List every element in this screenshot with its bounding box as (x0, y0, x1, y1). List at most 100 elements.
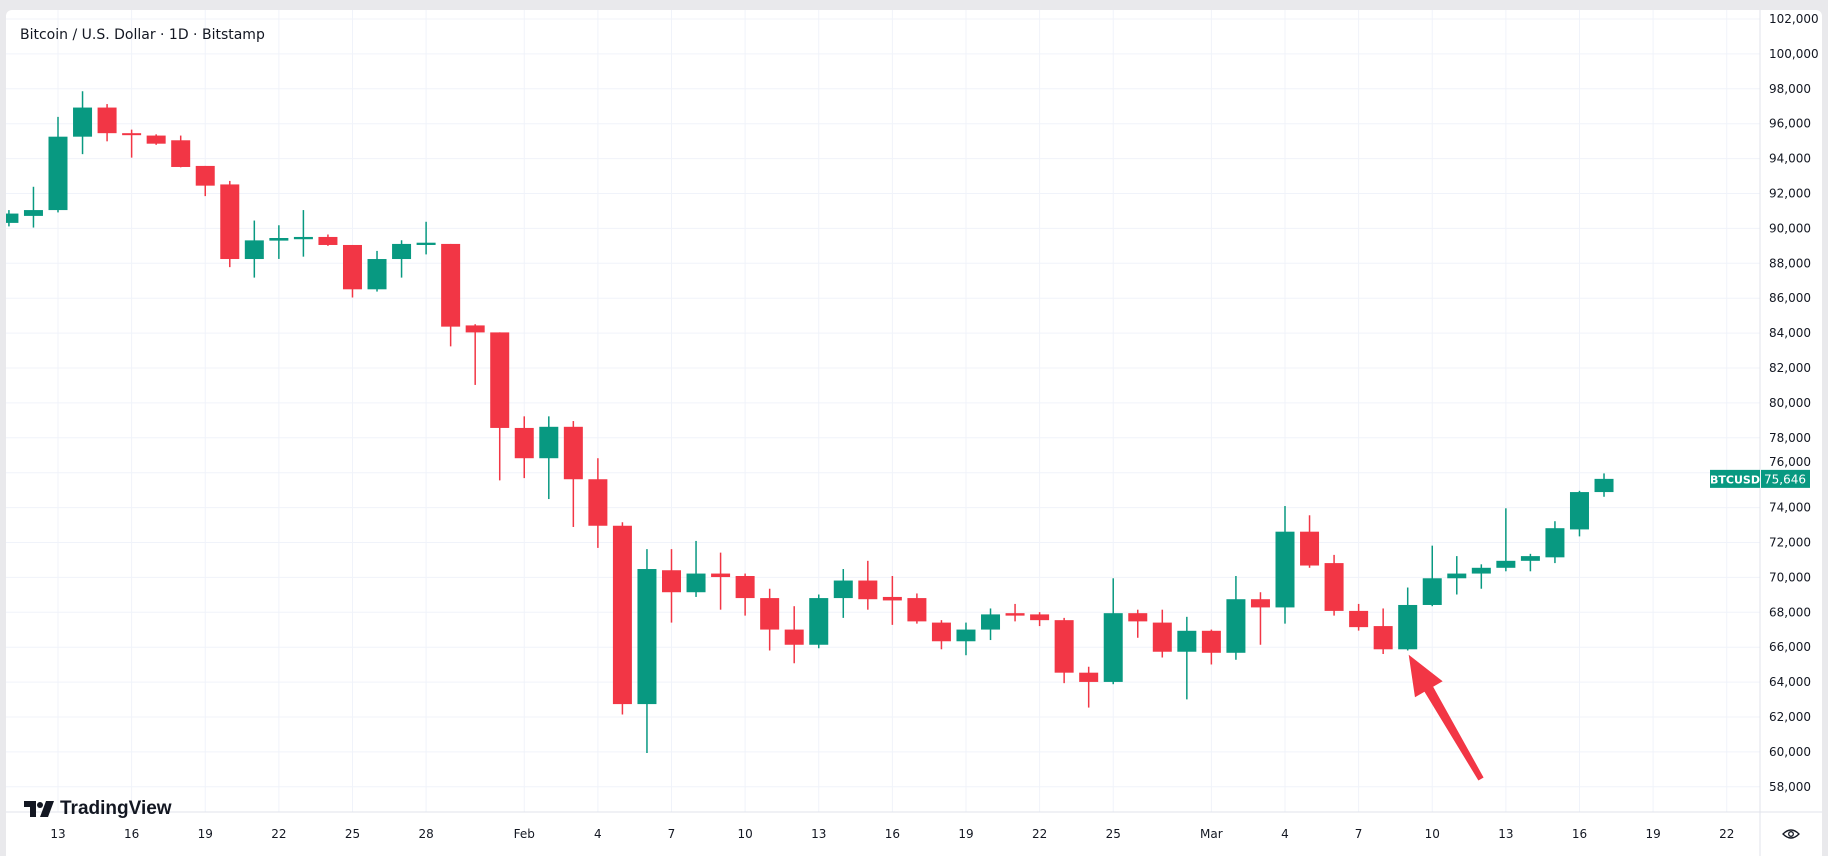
candle[interactable] (1128, 609, 1148, 638)
candle[interactable] (146, 134, 166, 145)
y-tick-label: 68,000 (1769, 605, 1811, 619)
candle[interactable] (1447, 556, 1467, 595)
candle[interactable] (882, 576, 902, 625)
candle[interactable] (1177, 616, 1197, 700)
x-tick-label: 7 (668, 827, 676, 841)
candle[interactable] (73, 91, 93, 155)
candle[interactable] (711, 552, 731, 610)
candle[interactable] (686, 540, 706, 597)
candle[interactable] (662, 549, 681, 623)
candle[interactable] (367, 250, 387, 292)
chart-title: Bitcoin / U.S. Dollar · 1D · Bitstamp (20, 27, 265, 43)
candle[interactable] (171, 135, 191, 168)
candle[interactable] (1030, 612, 1050, 627)
candle[interactable] (1545, 521, 1565, 564)
candle-body (318, 236, 338, 245)
y-tick-label: 62,000 (1769, 710, 1811, 724)
candle[interactable] (318, 234, 338, 246)
x-tick-label: 16 (124, 827, 139, 841)
chart-panel[interactable]: 102,000 100,000 98,000 96,000 94,000 92,000 90… (6, 10, 1822, 856)
candle[interactable] (784, 606, 804, 664)
x-tick-label: 19 (1645, 827, 1660, 841)
candle-body (1422, 578, 1442, 605)
candle-body (48, 136, 68, 211)
candle[interactable] (539, 416, 559, 500)
y-tick-label: 94,000 (1769, 152, 1811, 166)
candle[interactable] (760, 588, 780, 651)
x-tick-label: 19 (958, 827, 973, 841)
candle-body (539, 426, 559, 459)
x-tick-label: 13 (50, 827, 65, 841)
tradingview-logo[interactable]: TradingView (24, 798, 172, 820)
candle-body (1373, 626, 1393, 650)
candle[interactable] (1569, 490, 1589, 537)
candle[interactable] (1103, 578, 1123, 685)
candle[interactable] (1079, 666, 1099, 708)
candle-body (293, 236, 313, 240)
candle[interactable] (514, 416, 534, 479)
candle[interactable] (981, 608, 1001, 641)
candle-body (637, 569, 657, 705)
candle[interactable] (48, 116, 68, 213)
x-tick-label: 22 (1032, 827, 1047, 841)
candle[interactable] (244, 220, 264, 278)
candle-body (1079, 672, 1099, 682)
candle[interactable] (416, 221, 436, 255)
candle[interactable] (1594, 473, 1614, 497)
candle-body (612, 525, 632, 705)
candle[interactable] (490, 332, 510, 481)
candle[interactable] (342, 244, 362, 298)
candle[interactable] (809, 594, 829, 649)
arrow-annotation[interactable] (1408, 654, 1484, 781)
candle[interactable] (833, 569, 853, 618)
candle[interactable] (23, 186, 43, 228)
candle[interactable] (1471, 564, 1491, 589)
candle[interactable] (1054, 617, 1074, 684)
candle[interactable] (269, 225, 289, 259)
candle[interactable] (1520, 553, 1540, 572)
candle[interactable] (220, 180, 240, 268)
candle[interactable] (441, 243, 461, 347)
candle[interactable] (563, 421, 583, 527)
candle[interactable] (1201, 629, 1221, 665)
candle[interactable] (1275, 506, 1295, 624)
candle-body (735, 576, 755, 599)
candle[interactable] (6, 210, 19, 227)
candle[interactable] (1373, 608, 1393, 655)
candle[interactable] (1226, 576, 1246, 660)
candle[interactable] (1250, 592, 1270, 645)
candle[interactable] (1349, 603, 1369, 631)
candle[interactable] (637, 549, 657, 754)
candle[interactable] (1152, 609, 1172, 658)
candle[interactable] (858, 560, 878, 610)
candle-body (122, 133, 142, 136)
candle-body (220, 184, 240, 260)
candle[interactable] (1496, 508, 1516, 572)
candle-body (1569, 492, 1589, 530)
candle-body (809, 598, 829, 645)
candle-body (269, 237, 289, 241)
candle[interactable] (195, 165, 215, 197)
candle[interactable] (907, 593, 927, 624)
candle[interactable] (588, 458, 608, 548)
candle[interactable] (1005, 603, 1025, 622)
candle[interactable] (97, 104, 117, 142)
candle[interactable] (122, 129, 142, 158)
candle[interactable] (612, 522, 632, 715)
candle[interactable] (293, 210, 313, 257)
candle[interactable] (931, 620, 951, 650)
candle-body (73, 107, 93, 137)
candle[interactable] (1324, 554, 1344, 616)
y-tick-label: 66,000 (1769, 640, 1811, 654)
candlestick-chart[interactable]: 102,000 100,000 98,000 96,000 94,000 92,000 90… (6, 10, 1822, 856)
candle[interactable] (735, 573, 755, 616)
candle-body (1545, 528, 1565, 558)
eye-icon[interactable] (1782, 829, 1800, 839)
candle[interactable] (392, 240, 412, 278)
candle[interactable] (1398, 587, 1418, 651)
candle-body (686, 573, 706, 593)
candle[interactable] (956, 622, 976, 656)
candle[interactable] (1300, 515, 1320, 568)
candle[interactable] (465, 324, 485, 385)
candle[interactable] (1422, 545, 1442, 607)
